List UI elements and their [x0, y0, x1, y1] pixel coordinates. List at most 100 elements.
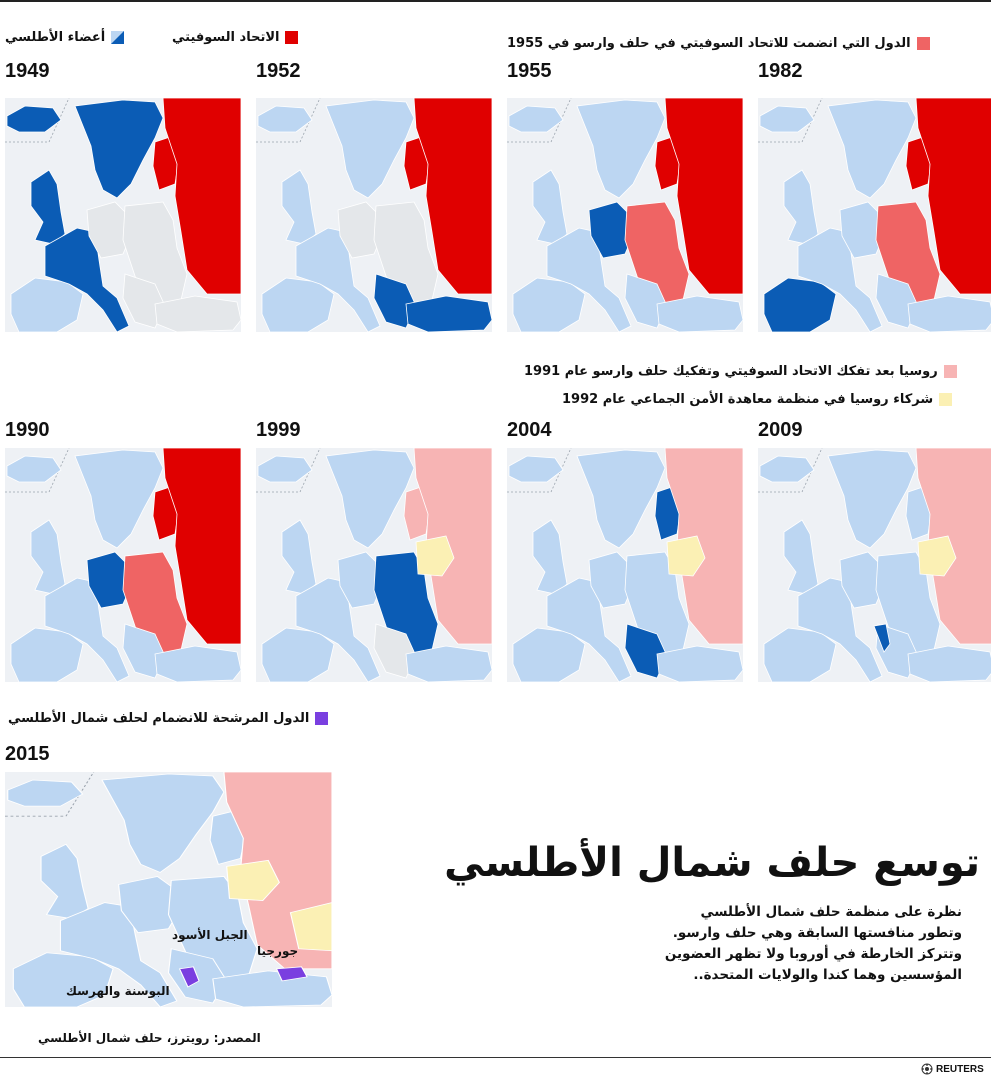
inset-frame — [5, 98, 70, 143]
description-line: المؤسسين وهما كندا والولايات المتحدة.. — [693, 967, 962, 983]
region-russia — [413, 98, 492, 295]
legend-nato-label: أعضاء الأطلسي — [5, 30, 106, 45]
region-scandinavia — [325, 449, 415, 549]
region-candidates — [178, 966, 308, 988]
region-russia — [413, 448, 492, 645]
inset-frame — [758, 448, 823, 493]
region-iberia — [261, 277, 335, 332]
region-scandinavia — [827, 449, 917, 549]
region-scandinavia — [576, 449, 666, 549]
label-georgia: جورجيا — [257, 944, 299, 958]
description-line: وتتركز الخارطة في أوروبا ولا تظهر العضوي… — [664, 946, 962, 962]
legend-csto: شركاء روسيا في منظمة معاهدة الأمن الجماع… — [562, 392, 953, 407]
inset-frame — [256, 448, 321, 493]
region-turkey — [154, 295, 241, 332]
map-1952 — [256, 98, 492, 332]
map-canvas — [256, 448, 492, 682]
region-russia — [664, 448, 743, 645]
region-scandinavia — [74, 99, 164, 199]
map-1955 — [507, 98, 743, 332]
legend-candidates-label: الدول المرشحة للانضمام لحلف شمال الأطلسي — [8, 711, 310, 726]
top-rule — [0, 0, 991, 2]
region-turkey — [656, 295, 743, 332]
description-line: نظرة على منظمة حلف شمال الأطلسي — [700, 904, 962, 920]
region-kazakhstan — [289, 902, 332, 952]
region-iceland — [759, 105, 815, 133]
region-iberia — [763, 627, 837, 682]
inset-frame — [758, 98, 823, 143]
legend-soviet: الاتحاد السوفيتي — [172, 30, 299, 45]
region-turkey — [154, 645, 241, 682]
region-scandinavia — [101, 773, 225, 873]
region-turkey — [405, 645, 492, 682]
region-balkans — [373, 623, 417, 679]
page-title: توسع حلف شمال الأطلسي — [444, 840, 980, 886]
region-scandinavia — [827, 99, 917, 199]
region-russia — [915, 98, 991, 295]
region-turkey — [907, 645, 991, 682]
region-iberia — [763, 277, 837, 332]
year-label: 1955 — [507, 60, 552, 82]
region-iceland — [759, 455, 815, 483]
region-iberia — [512, 277, 586, 332]
map-2015 — [5, 772, 332, 1007]
inset-frame — [507, 448, 572, 493]
map-canvas — [5, 772, 332, 1007]
region-balkans — [122, 273, 166, 329]
year-label: 1982 — [758, 60, 803, 82]
region-iceland — [6, 455, 62, 483]
region-iceland — [257, 455, 313, 483]
legend-warsaw-label: الدول التي انضمت للاتحاد السوفيتي في حلف… — [507, 36, 911, 51]
legend-csto-label: شركاء روسيا في منظمة معاهدة الأمن الجماع… — [562, 392, 934, 407]
map-2004 — [507, 448, 743, 682]
map-canvas — [507, 98, 743, 332]
candidate-swatch — [315, 712, 329, 725]
region-russia — [162, 448, 241, 645]
region-balkans — [167, 948, 228, 1004]
year-label: 1999 — [256, 419, 301, 441]
region-belarus — [666, 535, 706, 577]
region-iberia — [512, 627, 586, 682]
region-belarus — [917, 535, 957, 577]
region-turkey — [212, 970, 332, 1007]
reuters-logo: REUTERS — [921, 1063, 984, 1075]
map-canvas — [758, 98, 991, 332]
region-scandinavia — [74, 449, 164, 549]
year-label: 1949 — [5, 60, 50, 82]
year-label: 2015 — [5, 743, 50, 765]
region-iceland — [6, 105, 62, 133]
map-1990 — [5, 448, 241, 682]
region-turkey — [405, 295, 492, 332]
region-scandinavia — [576, 99, 666, 199]
warsaw-swatch — [916, 37, 930, 50]
source-credit: المصدر: رويترز، حلف شمال الأطلسي — [38, 1031, 261, 1045]
inset-frame — [5, 448, 70, 493]
region-russia — [915, 448, 991, 645]
reuters-logo-icon — [921, 1063, 933, 1075]
region-balkans — [624, 273, 668, 329]
region-croatia — [873, 623, 891, 653]
map-canvas — [507, 448, 743, 682]
soviet-swatch — [285, 31, 299, 44]
map-canvas — [5, 98, 241, 332]
region-russia — [664, 98, 743, 295]
region-iberia — [10, 627, 84, 682]
region-balkans — [624, 623, 668, 679]
label-bosnia: البوسنة والهرسك — [66, 984, 170, 998]
year-label: 2009 — [758, 419, 803, 441]
region-iberia — [10, 277, 84, 332]
legend-russia91: روسيا بعد تفكك الاتحاد السوفيتي وتفكيك ح… — [524, 364, 957, 379]
region-iceland — [257, 105, 313, 133]
russia91-swatch — [943, 365, 957, 378]
legend-soviet-label: الاتحاد السوفيتي — [172, 30, 280, 45]
year-label: 2004 — [507, 419, 552, 441]
reuters-logo-text: REUTERS — [936, 1063, 984, 1075]
legend-warsaw: الدول التي انضمت للاتحاد السوفيتي في حلف… — [507, 36, 930, 51]
inset-frame — [507, 98, 572, 143]
region-turkey — [656, 645, 743, 682]
region-iceland — [508, 455, 564, 483]
legend-candidates: الدول المرشحة للانضمام لحلف شمال الأطلسي — [8, 711, 329, 726]
nato-swatch-icon — [111, 31, 125, 44]
map-canvas — [5, 448, 241, 682]
legend-nato: أعضاء الأطلسي — [5, 30, 125, 45]
